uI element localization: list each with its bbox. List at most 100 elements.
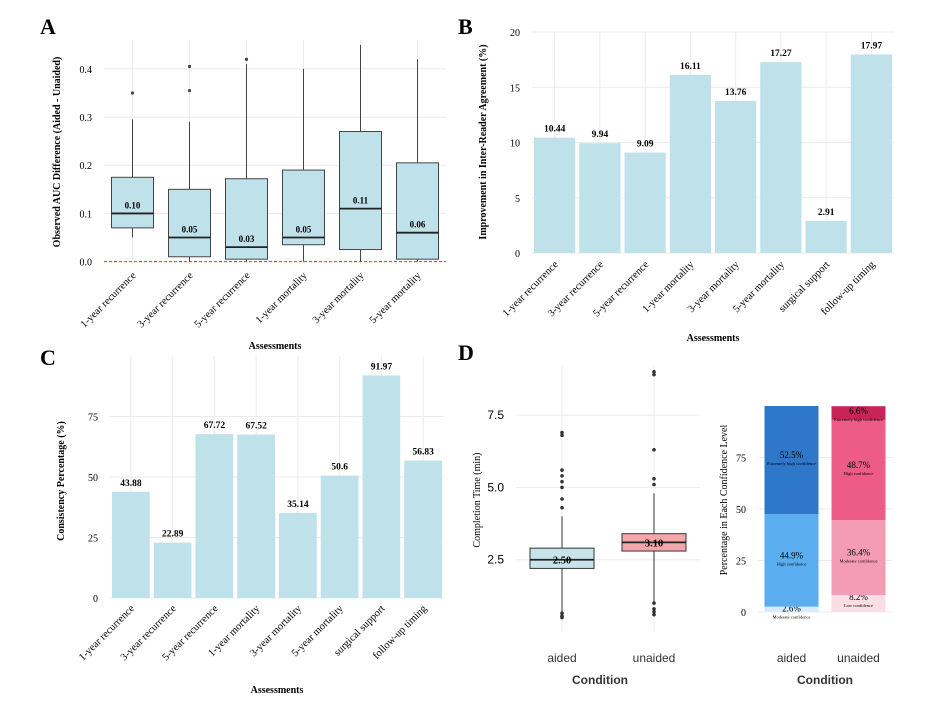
box-1-year-mortality: 0.05 — [282, 68, 325, 262]
bar-5-year-mortality — [320, 475, 359, 598]
y-tick-label: 0.4 — [80, 65, 93, 76]
bar-5-year-recurrence — [195, 434, 234, 598]
segment-value-label: 44.9% — [780, 550, 804, 560]
outlier-point — [560, 497, 564, 501]
segment-category-label: High confidence — [844, 471, 874, 476]
panel-letter-b: B — [458, 14, 473, 39]
segment-high-confidence — [831, 419, 886, 521]
stacked-bar-aided: 2.6%Moderate confidence 44.9%High confide… — [764, 406, 819, 620]
panel-a-gridlines — [104, 40, 446, 264]
median-label: 0.11 — [353, 196, 369, 206]
bar-5-year-mortality — [760, 62, 802, 253]
bar-1-year-mortality — [669, 74, 711, 253]
bar-value-label: 35.14 — [287, 500, 309, 510]
x-tick-label: 5-year recurrence — [193, 270, 253, 330]
y-axis-title: Improvement in Inter-Reader Agreement (%… — [478, 44, 489, 239]
x-tick-label: unaided — [837, 651, 880, 665]
segment-value-label: 52.5% — [780, 450, 804, 460]
y-axis-title: Consistency Percentage (%) — [56, 421, 67, 541]
segment-category-label: Extremely high confidence — [767, 461, 816, 466]
panel-d-gridlines — [516, 366, 700, 632]
outlier-point — [652, 609, 656, 614]
bar-value-label: 17.27 — [770, 49, 792, 59]
y-axis-title: Percentage in Each Confidence Level — [719, 425, 730, 576]
y-tick-label: 0.0 — [80, 258, 93, 269]
bar-follow-up-timing — [404, 460, 442, 598]
bar-surgical-support — [805, 220, 847, 253]
box-iqr — [111, 176, 154, 229]
outlier-point — [560, 468, 564, 472]
outlier-point — [187, 64, 192, 69]
x-tick-label: 3-year mortality — [311, 270, 367, 326]
panel-letter-c: C — [40, 345, 56, 370]
bar-1-year-recurrence — [112, 491, 150, 598]
box-5-year-recurrence: 0.03 — [225, 57, 268, 262]
bar-value-label: 9.94 — [592, 130, 609, 140]
x-axis-title: Assessments — [251, 685, 304, 696]
outlier-point — [652, 369, 656, 374]
y-tick-label: 2.5 — [487, 553, 504, 567]
box-iqr — [529, 547, 595, 569]
panel-letter-a: A — [40, 14, 56, 39]
bar-value-label: 67.72 — [204, 421, 226, 431]
segment-value-label: 6.6% — [849, 406, 868, 416]
box-3-year-recurrence: 0.05 — [168, 64, 211, 262]
median-label: 3.10 — [645, 538, 663, 549]
y-tick-label: 20 — [510, 28, 520, 39]
outlier-point — [560, 433, 564, 438]
segment-category-label: High confidence — [777, 561, 807, 566]
x-tick-label: 1-year recurrence — [79, 270, 139, 330]
x-axis-title: Assessments — [687, 333, 740, 344]
panel-letter-d: D — [458, 340, 474, 365]
x-axis-title: Assessments — [249, 341, 302, 352]
box-3-year-mortality: 0.11 — [339, 44, 382, 262]
y-axis-title: Observed AUC Difference (Aided - Unaided… — [52, 57, 63, 248]
segment-category-label: Moderate confidence — [839, 559, 877, 564]
x-axis-title: Condition — [797, 673, 853, 687]
outlier-point — [560, 479, 564, 484]
x-tick-label: 5-year mortality — [368, 270, 424, 326]
box-aided: 2.50 — [529, 430, 595, 620]
y-tick-label: 0.3 — [80, 113, 93, 124]
median-label: 2.50 — [553, 556, 571, 567]
outlier-point — [560, 474, 564, 478]
outlier-point — [560, 505, 564, 510]
segment-category-label: Moderate confidence — [772, 615, 810, 620]
bar-1-year-recurrence — [534, 137, 576, 253]
y-tick-label: 15 — [510, 83, 520, 94]
bar-value-label: 50.6 — [331, 463, 348, 473]
median-label: 0.10 — [125, 200, 141, 210]
y-tick-label: 50 — [88, 473, 98, 484]
x-tick-label: 3-year recurrence — [136, 270, 196, 330]
outlier-point — [244, 57, 249, 61]
y-tick-label: 10 — [510, 139, 520, 150]
segment-value-label: 48.7% — [847, 460, 871, 470]
y-tick-label: 0 — [515, 249, 520, 260]
segment-value-label: 36.4% — [847, 548, 871, 558]
outlier-point — [130, 91, 135, 95]
bar-1-year-mortality — [237, 434, 275, 598]
box-iqr — [225, 178, 268, 260]
stacked-bar-unaided: 8.2%Low confidence 36.4%Moderate confiden… — [831, 406, 886, 612]
y-tick-label: 75 — [88, 413, 98, 424]
y-tick-label: 25 — [88, 534, 98, 545]
bar-3-year-recurrence — [579, 143, 621, 253]
outlier-point — [652, 372, 656, 377]
median-label: 0.05 — [296, 225, 312, 235]
outlier-point — [652, 607, 656, 611]
x-tick-label: 1-year mortality — [254, 270, 310, 326]
outlier-point — [560, 485, 564, 490]
y-tick-label: 0.1 — [80, 209, 93, 220]
x-tick-label: aided — [777, 651, 806, 665]
x-axis-title: Condition — [572, 673, 628, 687]
median-label: 0.06 — [410, 220, 426, 230]
bar-value-label: 67.52 — [245, 422, 267, 432]
y-tick-label: 0 — [741, 608, 746, 619]
segment-high-confidence — [764, 514, 819, 607]
bar-3-year-mortality — [715, 100, 757, 254]
segment-category-label: Extremely high confidence — [834, 417, 883, 422]
bar-follow-up-timing — [850, 54, 892, 253]
x-tick-label: unaided — [633, 651, 676, 665]
y-tick-label: 25 — [736, 557, 746, 568]
